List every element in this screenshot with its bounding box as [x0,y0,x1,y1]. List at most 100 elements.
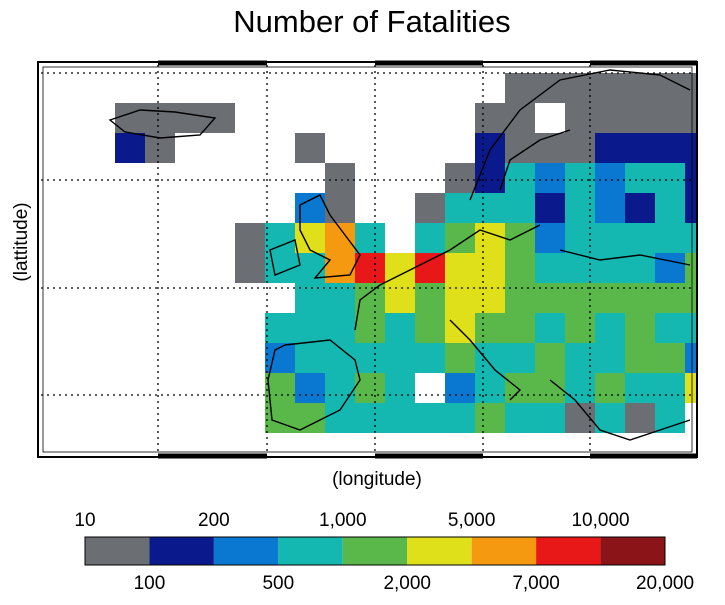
y-axis-label: (lattitude) [11,202,32,281]
grid-cell [385,373,415,403]
grid-cell [475,103,505,133]
grid-cell [655,373,685,403]
grid-cell [295,253,325,283]
map-frame [37,61,698,458]
grid-cell [505,343,535,373]
grid-cell [595,73,625,103]
grid-cell [655,193,685,223]
colorbar-label: 100 [134,573,166,594]
grid-cell [595,103,625,133]
grid-cell [505,163,535,193]
grid-cell [535,133,565,163]
grid-cell [685,103,697,133]
grid-cell [415,313,445,343]
grid-cell [445,313,475,343]
grid-cell [595,403,625,433]
grid-cell [625,343,655,373]
frame [37,60,698,459]
grid-cell [445,253,475,283]
grid-cell [625,103,655,133]
grid-cell [685,133,697,163]
grid-cell [445,343,475,373]
grid-cell [625,223,655,253]
grid-cell [625,313,655,343]
grid-cell [325,163,355,193]
grid-cell [625,193,655,223]
grid-cell [175,103,205,133]
grid-cell [235,253,265,283]
grid-cell [355,313,385,343]
grid-cell [505,253,535,283]
grid-cell [475,343,505,373]
colorbar-swatch [407,537,472,565]
grid-cell [655,103,685,133]
grid-cell [355,403,385,433]
grid-cell [235,223,265,253]
grid-cell [595,193,625,223]
grid-cell [685,283,697,313]
grid-cell [535,403,565,433]
colorbar-label: 10 [74,510,95,531]
graticule [41,65,694,454]
grid-cell [295,133,325,163]
grid-cell [535,313,565,343]
grid-cell [475,223,505,253]
grid-cell [655,73,685,103]
grid-cell [655,253,685,283]
colorbar-swatch [85,537,150,565]
grid-cell [685,193,697,223]
grid-cell [625,133,655,163]
grid-cell [385,313,415,343]
grid-cell [655,313,685,343]
colorbar-swatch [213,537,279,565]
grid-cell [595,313,625,343]
colorbar-label: 10,000 [571,510,629,531]
grid-cell [625,253,655,283]
grid-cell [355,223,385,253]
grid-cell [685,73,697,103]
grid-cell [505,313,535,343]
grid-cell [595,133,625,163]
grid-cell [655,223,685,253]
grid-cell [685,313,697,343]
coastline [559,249,691,266]
grid-cell [445,223,475,253]
coastline [469,69,691,201]
grid-cell [385,343,415,373]
grid-cell [445,373,475,403]
colorbar-label: 20,000 [636,573,694,594]
grid-cell [685,373,697,403]
grid-cell [415,193,445,223]
grid-cell [505,103,535,133]
colorbar-label: 2,000 [383,573,431,594]
coastline [299,194,361,279]
cell-layer [115,73,697,433]
grid-cell [115,103,145,133]
coastline [354,224,541,331]
grid-cell [655,163,685,193]
grid-cell [505,223,535,253]
grid-cell [265,403,295,433]
grid-cell [445,403,475,433]
grid-cell [535,223,565,253]
colorbar-swatch [600,537,665,565]
colorbar-border [84,536,666,566]
colorbar: 10 100 200 500 1,000 2,000 5,000 7,000 10,000 20,… [74,510,694,594]
map-inner-frame [42,66,693,453]
grid-cell [535,343,565,373]
coastline [499,129,571,191]
grid-cell [295,403,325,433]
grid-cell [655,133,685,163]
grid-cell [295,373,325,403]
grid-cell [625,73,655,103]
colorbar-swatch [471,537,537,565]
colorbar-label: 7,000 [512,573,560,594]
grid-cell [325,193,355,223]
grid-cell [535,193,565,223]
grid-cell [325,373,355,403]
coastline [549,379,691,441]
coastline [267,339,361,431]
colorbar-label: 500 [262,573,294,594]
grid-cell [415,343,445,373]
